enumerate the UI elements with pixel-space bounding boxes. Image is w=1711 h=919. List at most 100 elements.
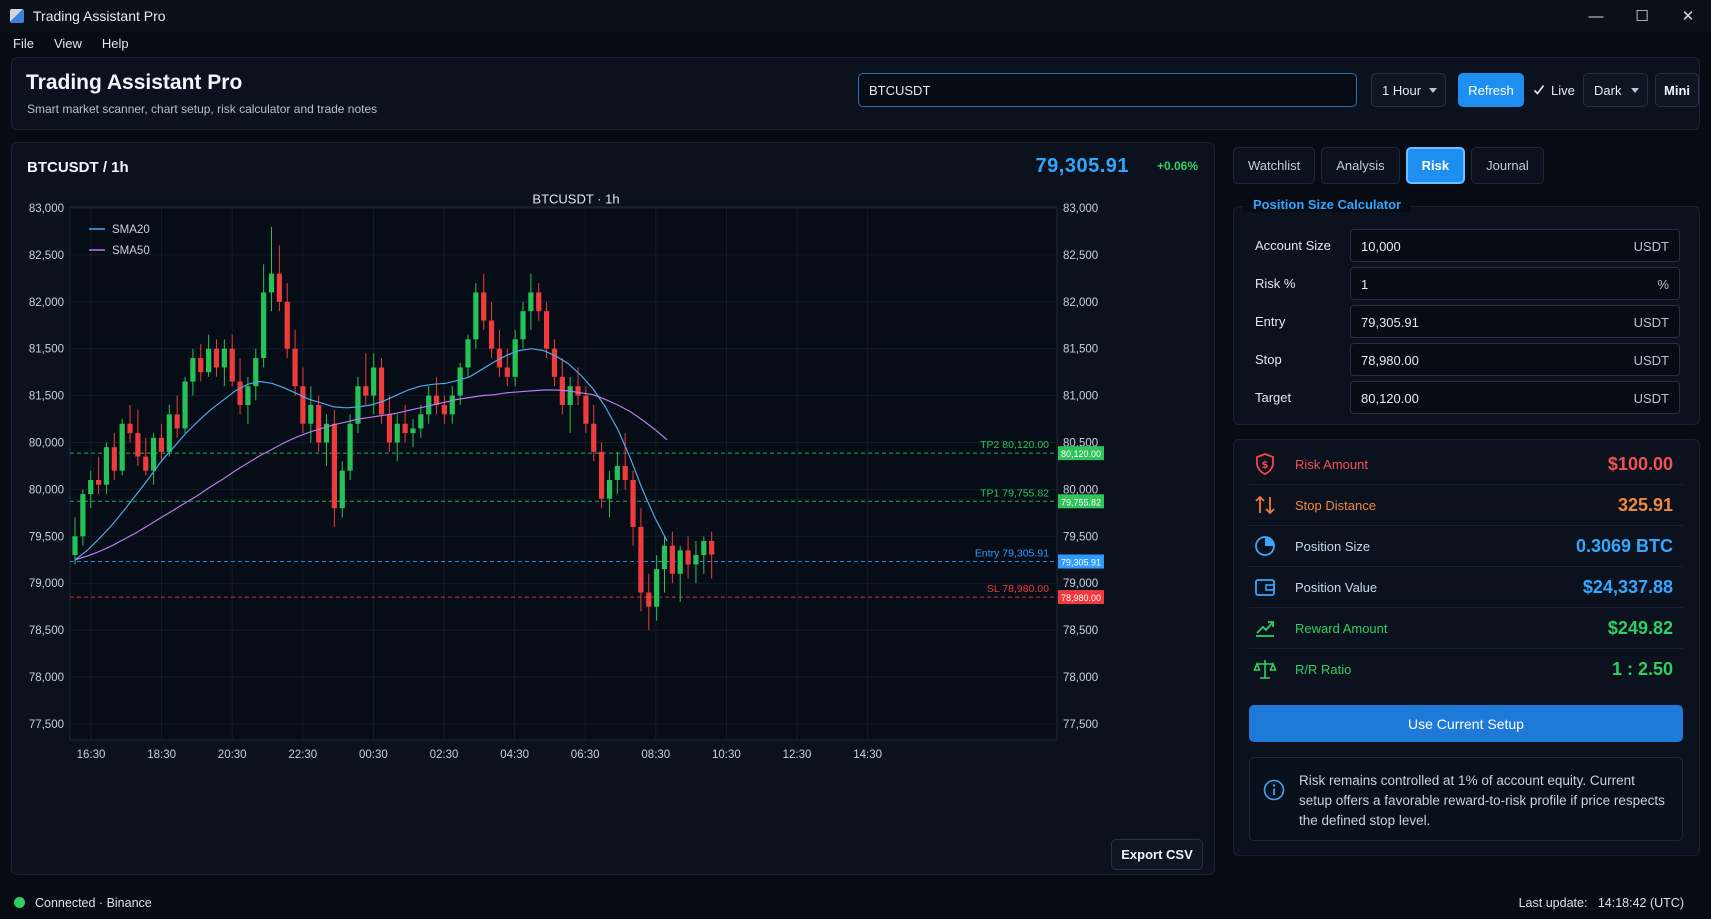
entry-field[interactable]: 79,305.91 USDT bbox=[1350, 305, 1680, 338]
tab-watchlist[interactable]: Watchlist bbox=[1233, 147, 1316, 184]
candle-body bbox=[158, 437, 165, 452]
candle-body bbox=[213, 348, 220, 368]
candle-body bbox=[292, 348, 298, 387]
candle-body bbox=[394, 423, 400, 443]
candle-body bbox=[536, 292, 542, 312]
trend-up-icon bbox=[1256, 621, 1274, 637]
refresh-button[interactable]: Refresh bbox=[1458, 73, 1524, 107]
y-tick-right: 79,500 bbox=[1063, 531, 1098, 543]
y-tick-left: 78,500 bbox=[29, 625, 64, 637]
candle-body bbox=[520, 311, 526, 340]
maximize-button[interactable]: ☐ bbox=[1635, 8, 1649, 25]
pie-chart-icon bbox=[1255, 536, 1275, 556]
timeframe-select[interactable]: 1 Hour bbox=[1371, 73, 1446, 107]
y-tick-right: 78,000 bbox=[1063, 672, 1098, 684]
account-size-field[interactable]: 10,000 USDT bbox=[1350, 229, 1680, 262]
shield-dollar-icon: $ bbox=[1256, 453, 1274, 475]
tab-journal[interactable]: Journal bbox=[1471, 147, 1544, 184]
stop-unit: USDT bbox=[1633, 353, 1669, 368]
menu-view[interactable]: View bbox=[53, 35, 82, 51]
risk-amount-row: $ Risk Amount $100.00 bbox=[1249, 444, 1683, 485]
app-heading: Trading Assistant Pro bbox=[26, 71, 243, 94]
legend-entry: SMA20 bbox=[112, 224, 150, 236]
minimize-button[interactable]: — bbox=[1588, 7, 1604, 25]
symbol-input[interactable] bbox=[858, 73, 1357, 107]
candle-body bbox=[339, 470, 345, 509]
reward-amount-label: Reward Amount bbox=[1295, 621, 1388, 636]
stop-field[interactable]: 78,980.00 USDT bbox=[1350, 343, 1680, 376]
y-tick-right: 83,000 bbox=[1063, 203, 1098, 215]
candle-body bbox=[371, 367, 377, 396]
candle-body bbox=[229, 348, 235, 382]
y-tick-right: 82,000 bbox=[1063, 297, 1098, 309]
position-size-row: Position Size 0.3069 BTC bbox=[1249, 526, 1683, 567]
candle-body bbox=[95, 480, 102, 485]
risk-info-text: Risk remains controlled at 1% of account… bbox=[1299, 773, 1665, 828]
y-tick-left: 83,000 bbox=[29, 203, 64, 215]
mini-button[interactable]: Mini bbox=[1655, 73, 1699, 107]
menu-file[interactable]: File bbox=[13, 35, 34, 51]
target-label: Target bbox=[1255, 390, 1292, 405]
x-tick: 22:30 bbox=[288, 749, 317, 761]
y-tick-left: 79,500 bbox=[29, 531, 64, 543]
candle-body bbox=[72, 536, 78, 556]
theme-value: Dark bbox=[1594, 82, 1622, 98]
live-toggle[interactable]: Live bbox=[1533, 73, 1575, 107]
entry-unit: USDT bbox=[1633, 315, 1669, 330]
app-icon bbox=[10, 9, 24, 23]
risk-percent-label: Risk % bbox=[1255, 276, 1296, 291]
candle-body bbox=[709, 540, 715, 555]
connection-status: Connected · Binance bbox=[35, 896, 152, 910]
chevron-down-icon bbox=[1631, 88, 1639, 93]
current-price: 79,305.91 bbox=[1035, 155, 1129, 177]
candle-body bbox=[496, 348, 503, 368]
candle-body bbox=[677, 550, 683, 574]
x-tick: 12:30 bbox=[783, 749, 812, 761]
candle-body bbox=[268, 273, 275, 293]
checkmark-icon bbox=[1533, 85, 1545, 95]
candle-body bbox=[622, 465, 628, 481]
y-tick-left: 82,000 bbox=[29, 297, 64, 309]
candle-body bbox=[276, 273, 282, 302]
candle-body bbox=[512, 339, 518, 377]
menu-bar: File View Help bbox=[0, 32, 1711, 54]
candlestick-chart[interactable]: BTCUSDT · 1h 83,000 83,000 82,500 82,500 82,0… bbox=[13, 187, 1213, 827]
candle-body bbox=[237, 381, 243, 405]
use-current-setup-button[interactable]: Use Current Setup bbox=[1249, 705, 1683, 742]
candle-body bbox=[245, 386, 251, 405]
target-value: 80,120.00 bbox=[1361, 391, 1419, 406]
candle-body bbox=[583, 395, 589, 424]
candle-body bbox=[347, 423, 353, 471]
candle-body bbox=[151, 437, 157, 471]
candle-body bbox=[551, 348, 558, 377]
tab-risk[interactable]: Risk bbox=[1405, 147, 1466, 184]
candle-body bbox=[331, 423, 337, 509]
account-size-value: 10,000 bbox=[1361, 239, 1401, 254]
account-size-row: Account Size 10,000 USDT bbox=[1234, 229, 1699, 262]
x-tick: 00:30 bbox=[359, 749, 388, 761]
candle-body bbox=[300, 386, 306, 424]
tab-analysis[interactable]: Analysis bbox=[1321, 147, 1400, 184]
export-csv-button[interactable]: Export CSV bbox=[1111, 839, 1203, 870]
level-tag-text: 79,755.82 bbox=[1061, 497, 1101, 507]
candle-body bbox=[166, 414, 172, 452]
rr-ratio-label: R/R Ratio bbox=[1295, 662, 1352, 677]
rr-ratio-row: R/R Ratio 1 : 2.50 bbox=[1249, 649, 1683, 690]
stop-value: 78,980.00 bbox=[1361, 353, 1419, 368]
candle-body bbox=[528, 292, 534, 312]
level-tag bbox=[1058, 590, 1104, 605]
candle-body bbox=[465, 339, 471, 368]
target-unit: USDT bbox=[1633, 391, 1669, 406]
target-field[interactable]: 80,120.00 USDT bbox=[1350, 381, 1680, 414]
risk-percent-field[interactable]: 1 % bbox=[1350, 267, 1680, 300]
menu-help[interactable]: Help bbox=[101, 35, 129, 51]
theme-select[interactable]: Dark bbox=[1583, 73, 1648, 107]
close-button[interactable]: ✕ bbox=[1681, 8, 1695, 25]
level-tag bbox=[1058, 554, 1104, 569]
candle-body bbox=[206, 348, 212, 373]
y-tick-left: 78,000 bbox=[29, 672, 64, 684]
candle-body bbox=[457, 367, 463, 396]
y-tick-right: 78,500 bbox=[1063, 625, 1098, 637]
candle-body bbox=[426, 395, 432, 415]
y-tick-left: 77,500 bbox=[29, 719, 64, 731]
